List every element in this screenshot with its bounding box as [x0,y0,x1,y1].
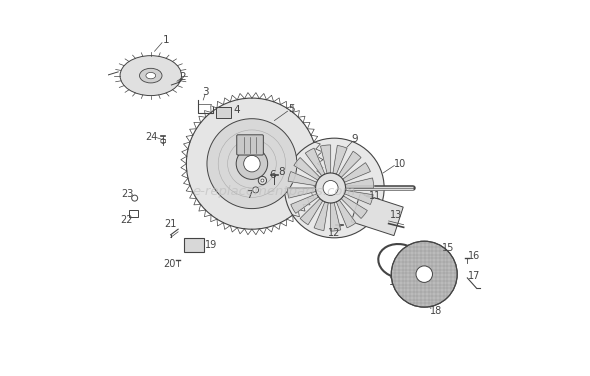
Text: 15: 15 [442,243,455,253]
Polygon shape [339,151,361,177]
Text: 8: 8 [278,167,285,177]
Ellipse shape [146,73,156,79]
Text: 20: 20 [163,259,176,269]
Polygon shape [333,146,347,174]
Text: 17: 17 [468,271,480,281]
Text: 22: 22 [120,215,133,225]
Circle shape [207,119,297,209]
Ellipse shape [140,68,162,83]
FancyBboxPatch shape [237,135,263,155]
Bar [129,211,137,217]
Text: 10: 10 [394,159,406,169]
Text: 2: 2 [179,73,186,82]
Polygon shape [345,178,373,188]
Polygon shape [300,199,323,225]
Circle shape [186,98,317,229]
Polygon shape [288,171,317,186]
Bar [217,108,231,118]
Polygon shape [330,203,340,231]
Text: 5: 5 [288,104,294,114]
Polygon shape [305,148,325,176]
Polygon shape [320,145,330,173]
Polygon shape [314,202,328,230]
Text: 1: 1 [162,35,169,45]
Text: 13: 13 [390,210,402,220]
Ellipse shape [120,56,182,96]
Polygon shape [341,196,368,218]
Text: 11: 11 [369,191,381,201]
Circle shape [416,266,432,282]
Circle shape [316,173,346,203]
Text: 7: 7 [245,191,253,200]
Text: 6: 6 [270,170,276,180]
Polygon shape [345,190,373,205]
Circle shape [284,138,384,238]
Bar [185,238,204,252]
Text: 23: 23 [121,190,133,199]
Polygon shape [287,188,316,198]
Circle shape [261,179,264,182]
Text: 12: 12 [328,228,340,238]
Text: 16: 16 [468,251,480,261]
Polygon shape [291,194,319,213]
Text: 24: 24 [146,132,158,143]
Circle shape [323,180,338,196]
Circle shape [391,241,457,307]
Circle shape [244,155,260,172]
Polygon shape [336,200,356,228]
Bar [351,193,403,236]
Text: 3: 3 [202,88,208,97]
Text: 14: 14 [389,277,402,287]
Text: 21: 21 [165,218,177,229]
Polygon shape [294,158,320,180]
Text: 9: 9 [352,134,358,144]
Circle shape [253,187,258,193]
Text: 4: 4 [234,105,240,115]
Circle shape [236,148,268,179]
Polygon shape [343,163,371,182]
Circle shape [258,176,267,185]
Text: e-replacementparts.com: e-replacementparts.com [193,185,356,198]
Text: 19: 19 [205,240,217,250]
Text: 18: 18 [430,306,442,316]
